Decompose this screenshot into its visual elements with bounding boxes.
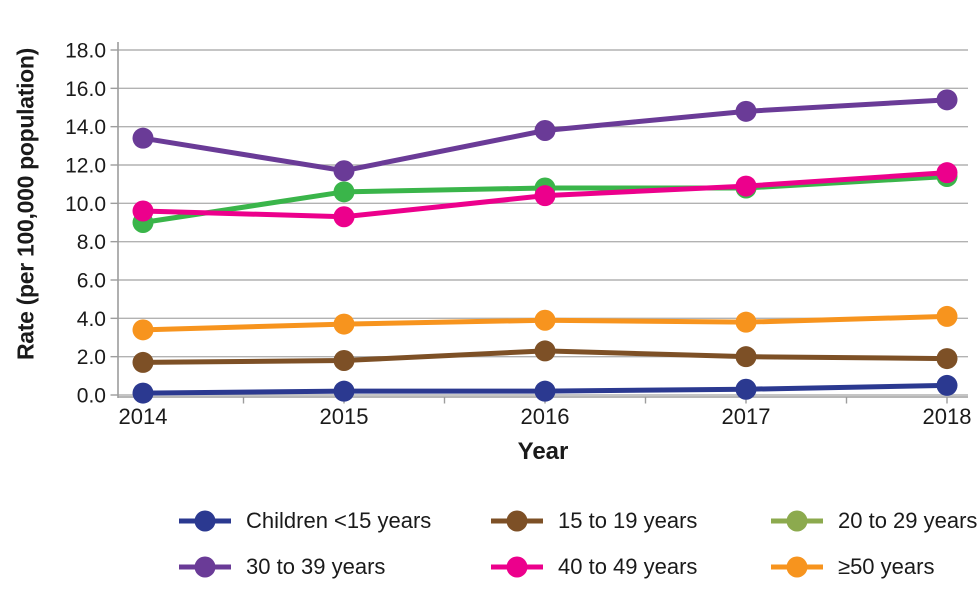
- line-dot-marker-icon: [179, 556, 231, 578]
- legend-label: Children <15 years: [246, 508, 432, 533]
- svg-text:0.0: 0.0: [77, 385, 106, 408]
- svg-text:6.0: 6.0: [77, 270, 106, 293]
- legend-item-50-plus: ≥50 years: [770, 552, 977, 582]
- legend-item-40-to-49: 40 to 49 years: [490, 552, 770, 582]
- legend-item-15-to-19: 15 to 19 years: [490, 506, 770, 536]
- svg-text:2015: 2015: [320, 404, 369, 429]
- legend-item-30-to-39: 30 to 39 years: [178, 552, 490, 582]
- legend-label: ≥50 years: [838, 554, 935, 579]
- plot-area: 0.0 2.0 4.0 6.0 8.0 10.0 12.0 14.0 16.0 18.0 2014 2…: [65, 40, 972, 430]
- legend-label: 40 to 49 years: [558, 554, 698, 579]
- svg-text:2.0: 2.0: [77, 346, 106, 369]
- legend-item-20-to-29: 20 to 29 years: [770, 506, 977, 536]
- legend: Children <15 years 15 to 19 years 20 to …: [178, 498, 977, 590]
- line-dot-marker-icon: [771, 556, 823, 578]
- legend-label: 15 to 19 years: [558, 508, 698, 533]
- y-axis-title: Rate (per 100,000 population): [12, 47, 39, 361]
- svg-text:4.0: 4.0: [77, 308, 106, 331]
- legend-item-children-under-15: Children <15 years: [178, 506, 490, 536]
- line-dot-marker-icon: [491, 556, 543, 578]
- svg-text:18.0: 18.0: [65, 40, 106, 63]
- svg-text:14.0: 14.0: [65, 116, 106, 139]
- svg-text:2017: 2017: [722, 404, 771, 429]
- line-dot-marker-icon: [179, 510, 231, 532]
- svg-text:12.0: 12.0: [65, 155, 106, 178]
- svg-text:2018: 2018: [923, 404, 972, 429]
- svg-text:8.0: 8.0: [77, 231, 106, 254]
- line-dot-marker-icon: [771, 510, 823, 532]
- svg-text:16.0: 16.0: [65, 78, 106, 101]
- legend-label: 30 to 39 years: [246, 554, 386, 579]
- x-axis-title: Year: [517, 438, 569, 465]
- line-dot-marker-icon: [491, 510, 543, 532]
- svg-text:10.0: 10.0: [65, 193, 106, 216]
- svg-text:2016: 2016: [521, 404, 570, 429]
- legend-label: 20 to 29 years: [838, 508, 978, 533]
- svg-text:2014: 2014: [119, 404, 168, 429]
